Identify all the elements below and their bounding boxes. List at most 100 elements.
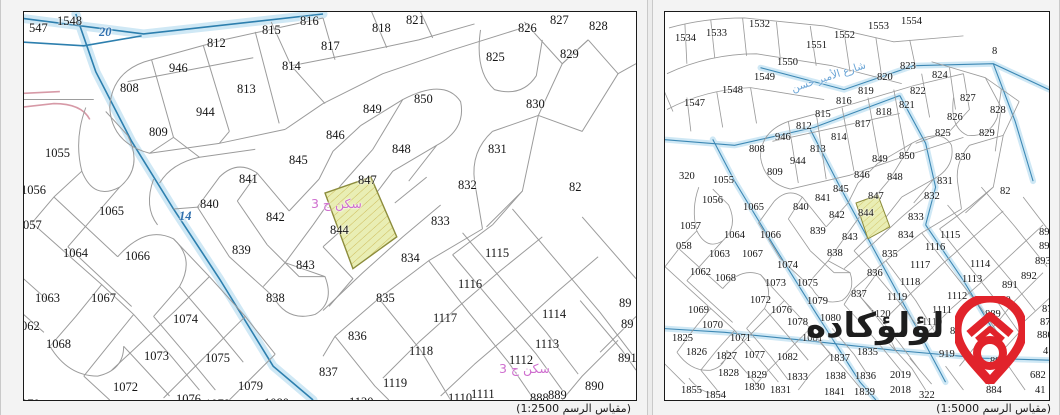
parcel-number-label: 845: [833, 184, 849, 195]
parcel-number-label: 1080: [264, 397, 289, 400]
parcel-number-label: 1063: [35, 291, 60, 305]
parcel-number-label: 1068: [46, 337, 71, 351]
parcel-number-label: 1836: [855, 371, 876, 382]
parcel-number-label: 830: [955, 152, 971, 163]
parcel-number-label: 831: [488, 142, 507, 156]
parcel-number-label: 818: [372, 21, 391, 35]
parcel-number-label: 1075: [205, 351, 230, 365]
parcel-number-label: 1074: [173, 312, 198, 326]
parcel-number-label: 808: [749, 144, 765, 155]
parcel-number-label: 1548: [57, 14, 82, 28]
parcel-number-label: 1826: [686, 347, 707, 358]
parcel-number-label: 1069: [688, 305, 709, 316]
parcel-number-label: 1110: [922, 317, 943, 328]
map-panel-overview[interactable]: 1534 1533 1532 1552 1553 1554 8 1551 1550 1549 823…: [652, 0, 1060, 415]
parcel-number-label: 836: [348, 329, 367, 343]
parcel-number-label: 1552: [834, 30, 855, 41]
parcel-number-label: 828: [589, 19, 608, 33]
parcel-number-label: 843: [296, 258, 315, 272]
parcel-number-label: 838: [266, 291, 285, 305]
parcel-number-label: 815: [815, 109, 831, 120]
parcel-number-label: 808: [120, 81, 139, 95]
parcel-number-label: 1112: [509, 353, 534, 367]
parcel-number-label: 1114: [542, 307, 567, 321]
parcel-number-label: 889: [548, 388, 567, 401]
parcel-number-label: 1854: [705, 390, 726, 401]
parcel-number-label: 890: [585, 379, 604, 393]
parcel-number-label: 840: [793, 202, 809, 213]
parcel-number-label: 547: [29, 21, 48, 35]
parcel-number-label: 82: [569, 180, 582, 194]
parcel-number-label: 812: [207, 36, 226, 50]
parcel-number-label: 1068: [715, 273, 736, 284]
parcel-number-label: 1113: [535, 337, 560, 351]
parcel-number-label: 1550: [777, 57, 798, 68]
parcel-number-label: 839: [232, 243, 251, 257]
parcel-number-label: 322: [919, 390, 935, 401]
parcel-number-label: 843: [842, 232, 858, 243]
parcel-number-label: 1117: [433, 311, 458, 325]
parcel-number-label: 888: [530, 391, 549, 401]
parcel-number-label: 834: [898, 230, 914, 241]
parcel-number-label: 1081: [802, 333, 823, 344]
highlighted-parcel-844: [324, 176, 398, 270]
parcel-number-label: 682: [1030, 370, 1046, 381]
parcel-number-label: 1065: [99, 204, 124, 218]
map-frame-detail[interactable]: 547 1548 812 815 816 818 821 826 827 828 817 946 814…: [23, 11, 637, 401]
parcel-number-label: 1120: [870, 309, 891, 320]
parcel-number-label: 1067: [91, 291, 116, 305]
parcel-number-label: 1073: [765, 278, 786, 289]
parcel-number-label: 1547: [684, 98, 705, 109]
parcel-number-label: 1827: [716, 351, 737, 362]
parcel-number-label: 817: [321, 39, 340, 53]
parcel-number-label: 1116: [925, 242, 946, 253]
parcel-number-label: 892: [1021, 271, 1037, 282]
parcel-number-label: 1838: [825, 371, 846, 382]
parcel-number-label: 831: [937, 176, 953, 187]
parcel-number-label: 89: [619, 296, 632, 310]
parcel-number-label: 1113: [962, 274, 983, 285]
parcel-number-label: 1072: [750, 295, 771, 306]
parcel-number-label: 062: [24, 319, 40, 333]
parcel-number-label: 825: [935, 128, 951, 139]
map-panel-detail[interactable]: 547 1548 812 815 816 818 821 826 827 828 817 946 814…: [0, 0, 648, 415]
parcel-number-label: 835: [882, 249, 898, 260]
parcel-number-label: 89: [621, 317, 634, 331]
parcel-number-label: 1837: [829, 353, 850, 364]
parcel-number-label: 820: [877, 72, 893, 83]
parcel-number-label: 842: [266, 210, 285, 224]
parcel-number-label: 814: [831, 132, 847, 143]
parcel-number-label: 1066: [760, 230, 781, 241]
parcel-number-label: 057: [23, 218, 42, 232]
parcel-number-label: 946: [775, 132, 791, 143]
parcel-number-label: 830: [526, 97, 545, 111]
parcel-number-label: 1080: [820, 313, 841, 324]
parcel-number-label: 814: [282, 59, 301, 73]
parcel-number-label: 841: [815, 193, 831, 204]
parcel-number-label: 827: [550, 13, 569, 27]
parcel-number-label: 839: [810, 226, 826, 237]
parcel-number-label: 1839: [854, 387, 875, 398]
parcel-number-label: 1532: [749, 19, 770, 30]
parcel-number-label: 1533: [706, 28, 727, 39]
parcel-number-label: 825: [486, 50, 505, 64]
parcel-number-label: 1082: [777, 352, 798, 363]
parcel-number-label: 8: [992, 46, 998, 57]
parcel-number-label: 1119: [383, 376, 408, 390]
map-canvas-detail[interactable]: [24, 12, 636, 400]
parcel-number-label: 1076: [771, 305, 792, 316]
parcel-number-label: 875: [1042, 304, 1049, 315]
parcel-number-label: 1548: [722, 85, 743, 96]
parcel-number-label: 838: [827, 248, 843, 259]
parcel-number-label: 844: [330, 223, 349, 237]
parcel-number-label: 1835: [857, 347, 878, 358]
parcel-number-label: 834: [401, 251, 420, 265]
parcel-number-label: 844: [858, 208, 874, 219]
parcel-number-label: 837: [851, 289, 867, 300]
parcel-number-label: 821: [406, 13, 425, 27]
parcel-number-label: 836: [867, 268, 883, 279]
parcel-number-label: 1110: [448, 391, 473, 401]
parcel-number-label: 1833: [787, 372, 808, 383]
parcel-number-label: 944: [196, 105, 215, 119]
